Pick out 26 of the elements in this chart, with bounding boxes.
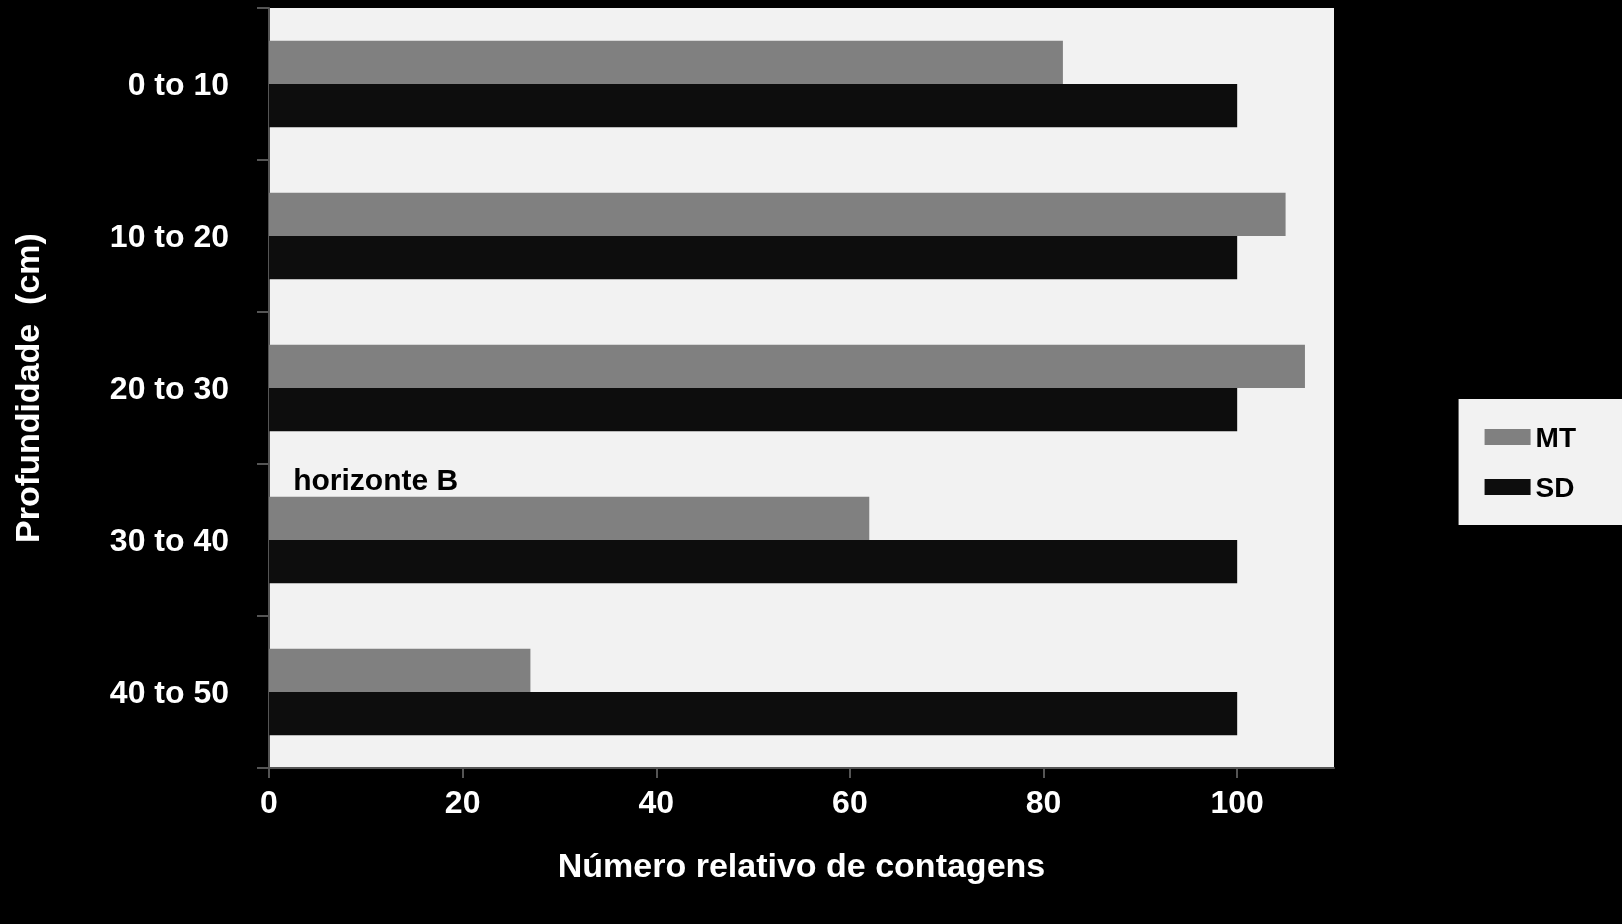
x-tick-label: 20 [444, 784, 481, 820]
bar [269, 388, 1238, 432]
legend-label: MT [1535, 421, 1577, 453]
x-tick-label: 100 [1210, 784, 1264, 820]
bar [269, 236, 1238, 280]
x-tick-label: 40 [638, 784, 675, 820]
bar [269, 648, 531, 692]
y-tick-label: 20 to 30 [109, 370, 229, 406]
y-tick-label: 0 to 10 [127, 66, 229, 102]
bar [269, 344, 1305, 388]
annotation: horizonte B [293, 462, 459, 496]
x-tick-label: 60 [832, 784, 868, 820]
bar [269, 692, 1238, 736]
legend-label: SD [1535, 471, 1575, 503]
y-tick-label: 30 to 40 [109, 522, 229, 558]
bar [269, 496, 870, 540]
x-tick-label: 0 [260, 784, 278, 820]
bar [269, 540, 1238, 584]
bar [269, 40, 1063, 84]
y-axis-title: Profundidade (cm) [8, 233, 46, 543]
x-axis-title: Número relativo de contagens [557, 846, 1046, 884]
bar [269, 192, 1286, 236]
bar [269, 84, 1238, 128]
y-tick-label: 40 to 50 [109, 674, 229, 710]
x-tick-label: 80 [1025, 784, 1062, 820]
y-tick-label: 10 to 20 [109, 218, 229, 254]
